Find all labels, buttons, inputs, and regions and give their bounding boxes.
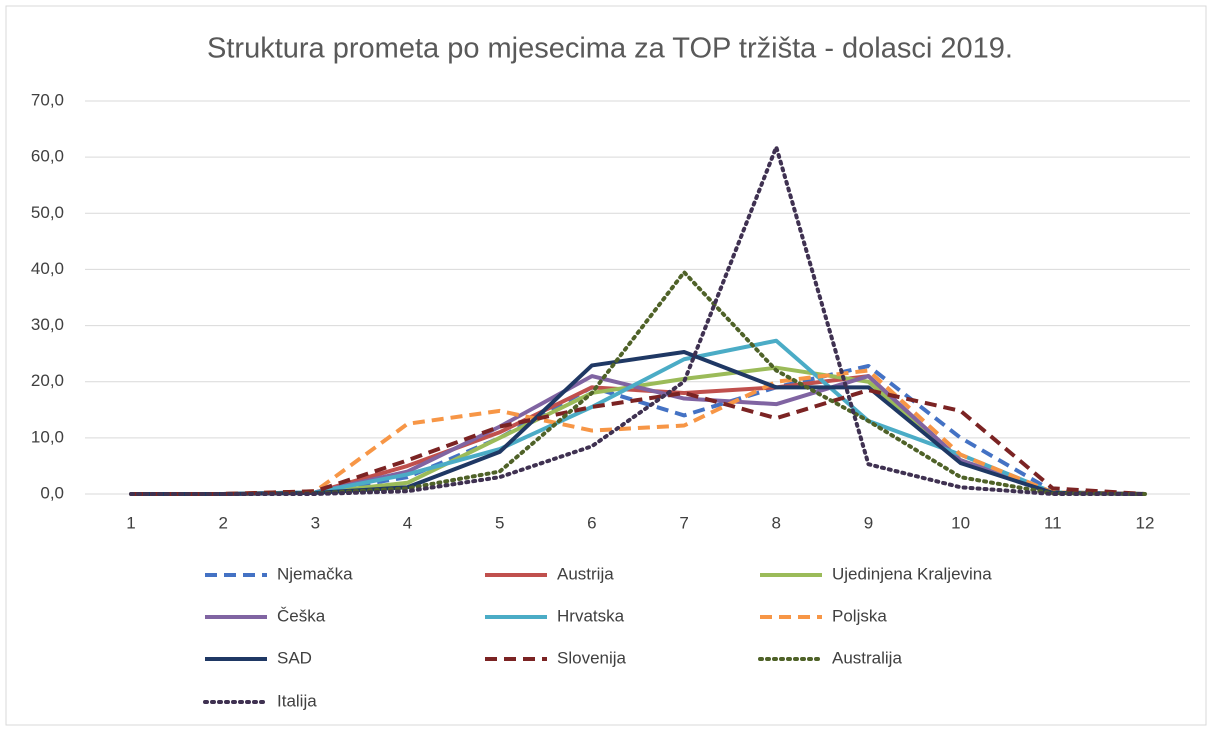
x-tick-label: 3	[311, 513, 320, 532]
legend-label: Austrija	[557, 564, 614, 583]
legend-label: Italija	[277, 691, 317, 710]
y-tick-label: 10,0	[31, 427, 64, 446]
legend-label: Češka	[277, 606, 326, 625]
legend-label: Slovenija	[557, 648, 627, 667]
x-tick-label: 1	[126, 513, 135, 532]
y-tick-label: 60,0	[31, 147, 64, 166]
x-tick-label: 8	[772, 513, 781, 532]
y-tick-label: 70,0	[31, 90, 64, 109]
legend-label: Hrvatska	[557, 606, 625, 625]
x-tick-label: 7	[679, 513, 688, 532]
x-tick-label: 12	[1136, 513, 1155, 532]
chart-border	[5, 5, 1207, 726]
series-line	[131, 388, 1146, 496]
legend-label: Poljska	[832, 606, 887, 625]
x-tick-label: 4	[403, 513, 412, 532]
x-tick-label: 2	[218, 513, 227, 532]
x-tick-label: 10	[951, 513, 970, 532]
series-line	[129, 145, 1147, 496]
y-tick-label: 20,0	[31, 371, 64, 390]
series-line	[131, 368, 1146, 496]
legend-label: Australija	[832, 648, 902, 667]
y-tick-label: 0,0	[40, 483, 64, 502]
x-tick-label: 5	[495, 513, 504, 532]
legend-label: SAD	[277, 648, 312, 667]
chart-title: Struktura prometa po mjesecima za TOP tr…	[207, 33, 1013, 65]
x-tick-label: 9	[864, 513, 873, 532]
legend-label: Njemačka	[277, 564, 353, 583]
x-tick-label: 11	[1044, 513, 1062, 532]
y-tick-label: 50,0	[31, 203, 64, 222]
y-tick-label: 40,0	[31, 259, 64, 278]
x-tick-label: 6	[587, 513, 596, 532]
y-tick-label: 30,0	[31, 315, 64, 334]
legend-label: Ujedinjena Kraljevina	[832, 564, 992, 583]
